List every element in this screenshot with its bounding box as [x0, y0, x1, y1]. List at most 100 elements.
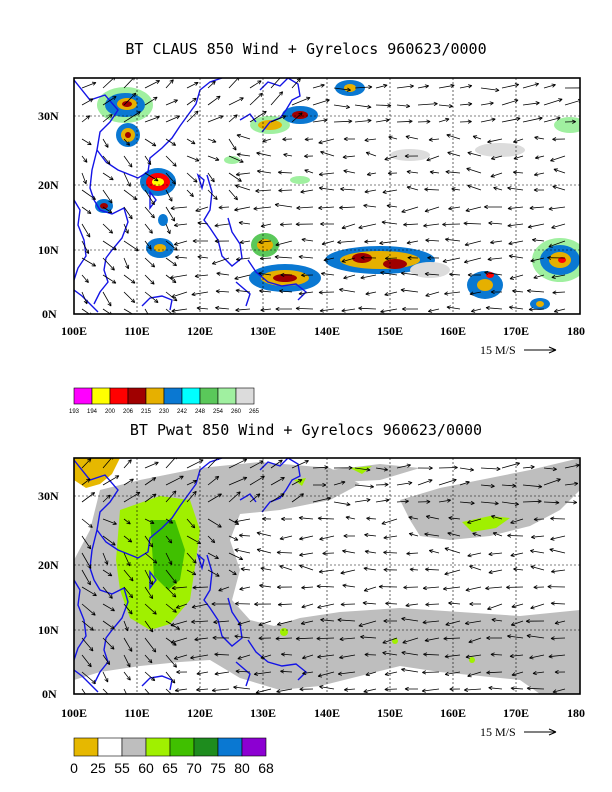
wind-vector: [406, 169, 419, 175]
wind-vector: [417, 479, 433, 486]
wind-vector: [417, 499, 431, 504]
wind-vector: [295, 222, 314, 227]
wind-vector: [404, 153, 419, 159]
wind-vector: [417, 84, 430, 89]
wind-vector: [323, 257, 335, 262]
colorbar-label: 248: [195, 409, 206, 415]
wind-vector: [480, 117, 496, 123]
wind-vector: [197, 221, 209, 226]
wind-vector: [123, 206, 133, 220]
wind-vector: [228, 491, 241, 503]
wind-vector: [214, 239, 230, 244]
wind-vector: [354, 118, 372, 123]
wind-vector: [427, 308, 440, 313]
wind-vector: [102, 138, 109, 148]
wind-vector: [510, 620, 524, 627]
wind-vector: [228, 552, 244, 560]
x-tick-140E: 140E: [314, 324, 340, 338]
wind-vector: [298, 515, 314, 521]
wind-vector: [467, 151, 482, 157]
wind-vector: [501, 116, 521, 123]
wind-vector: [262, 516, 272, 521]
wind-vector: [365, 671, 377, 677]
colorbar-label: 55: [114, 760, 130, 776]
wind-vector: [322, 551, 335, 556]
colorbar-swatch: [163, 387, 183, 405]
wind-vector: [81, 138, 92, 146]
wind-vector: [279, 565, 293, 571]
wind-vector: [507, 533, 524, 538]
wind-vector: [123, 111, 141, 123]
wind-vector: [102, 586, 113, 599]
wind-vector: [467, 552, 482, 558]
wind-vector: [191, 619, 209, 624]
wind-vector: [228, 155, 244, 163]
wind-vector: [526, 633, 545, 639]
wind-vector: [463, 257, 482, 264]
x-tick-180: 180: [567, 324, 585, 338]
wind-vector: [405, 603, 419, 608]
wind-vector: [488, 569, 503, 575]
wind-vector: [488, 685, 503, 691]
wind-vector: [279, 289, 293, 294]
wind-vector: [463, 221, 482, 226]
grid: [74, 458, 580, 694]
wind-vector: [381, 220, 398, 225]
wind-vector: [234, 548, 251, 554]
wind-vector: [144, 291, 159, 303]
wind-vector: [249, 80, 262, 89]
wind-vector: [312, 98, 330, 106]
wind-vector: [444, 671, 461, 676]
wind-vector: [446, 305, 461, 310]
wind-vector: [554, 620, 566, 625]
wind-vector: [123, 603, 133, 615]
wind-vector: [81, 155, 88, 163]
wind-vector: [211, 257, 230, 265]
wind-vector: [403, 222, 419, 227]
wind-vector: [304, 137, 314, 142]
wind-vector: [501, 501, 520, 506]
wind-vector: [192, 585, 209, 590]
wind-vector: [165, 99, 178, 106]
wind-vector: [165, 637, 177, 646]
wind-vector: [207, 138, 217, 143]
wind-vector: [321, 240, 335, 246]
wind-vector: [102, 189, 113, 204]
x-tick-130E: 130E: [250, 324, 276, 338]
wind-vector: [444, 654, 461, 659]
wind-vector: [186, 138, 196, 145]
wind-vector: [375, 83, 388, 89]
wind-vector: [340, 602, 356, 607]
wind-vector: [298, 291, 314, 296]
wind-vector: [529, 205, 545, 210]
wind-vector: [550, 636, 566, 641]
wind-vector: [196, 306, 209, 311]
wind-vector: [375, 498, 390, 503]
wind-vector: [170, 620, 188, 627]
wind-vector: [123, 518, 131, 525]
x-tick-160E: 160E: [440, 706, 466, 720]
wind-vector: [275, 306, 292, 312]
wind-vector: [296, 205, 314, 210]
wind-vector: [383, 550, 398, 555]
wind-vector: [239, 586, 251, 591]
wind-vector: [228, 172, 242, 182]
wind-vector: [564, 87, 580, 89]
wind-vector: [102, 96, 117, 106]
wind-vector: [363, 688, 377, 694]
wind-vector: [213, 619, 230, 625]
wind-vector: [425, 514, 440, 520]
wind-vector: [362, 601, 377, 606]
wind-vector: [444, 291, 461, 296]
wind-vector: [425, 291, 440, 297]
wind-vector: [564, 481, 579, 486]
wind-vector: [197, 255, 209, 260]
wind-vector: [382, 651, 398, 656]
wind-vector: [123, 223, 129, 234]
wind-vector: [144, 654, 153, 664]
wind-vector: [438, 465, 458, 470]
wind-vector: [339, 654, 356, 660]
wind-vector: [465, 586, 482, 592]
wind-vector: [280, 272, 293, 277]
y-tick-20N: 20N: [38, 178, 59, 192]
